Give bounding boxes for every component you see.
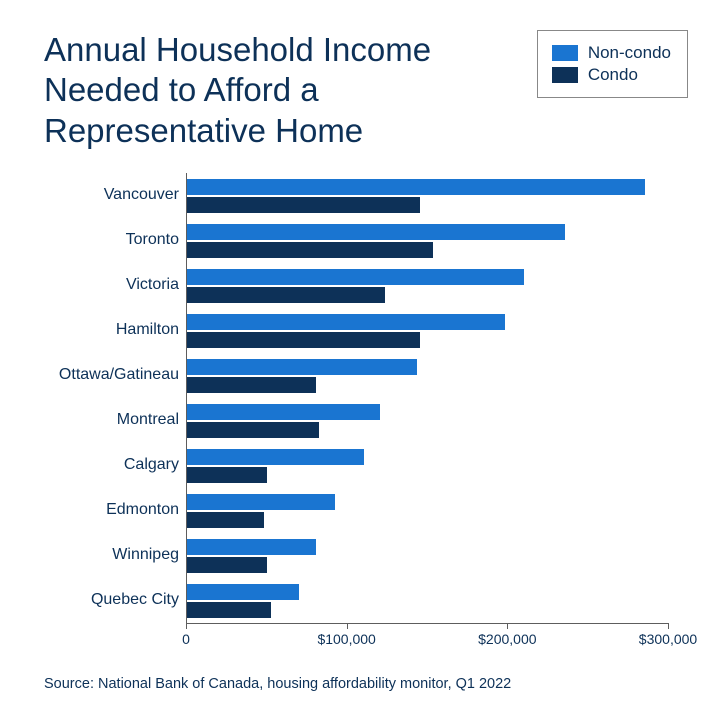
chart-title: Annual Household Income Needed to Afford… bbox=[44, 30, 519, 151]
chart-container: Annual Household Income Needed to Afford… bbox=[0, 0, 720, 720]
bar-condo bbox=[187, 467, 267, 483]
chart-zone: Vancouver Toronto Victoria Hamilton Ottawa/G… bbox=[44, 173, 688, 645]
bar-non-condo bbox=[187, 449, 364, 465]
x-tick bbox=[507, 623, 508, 629]
category-labels: Vancouver Toronto Victoria Hamilton Ottawa/G… bbox=[44, 173, 179, 623]
bar-condo bbox=[187, 242, 433, 258]
header-row: Annual Household Income Needed to Afford… bbox=[44, 30, 688, 151]
bar-non-condo bbox=[187, 359, 417, 375]
legend-item-condo: Condo bbox=[552, 65, 671, 85]
bar-condo bbox=[187, 422, 319, 438]
bar-non-condo bbox=[187, 224, 565, 240]
legend-label: Condo bbox=[588, 65, 638, 85]
category-label: Victoria bbox=[126, 276, 179, 294]
bar-non-condo bbox=[187, 179, 645, 195]
category-label: Calgary bbox=[124, 456, 179, 474]
bars-layer bbox=[187, 173, 668, 623]
bar-non-condo bbox=[187, 584, 299, 600]
bar-non-condo bbox=[187, 404, 380, 420]
category-label: Quebec City bbox=[91, 591, 179, 609]
category-label: Ottawa/Gatineau bbox=[59, 366, 179, 384]
bar-non-condo bbox=[187, 269, 524, 285]
category-label: Montreal bbox=[117, 411, 179, 429]
category-label: Winnipeg bbox=[112, 546, 179, 564]
bar-condo bbox=[187, 197, 420, 213]
legend-box: Non-condo Condo bbox=[537, 30, 688, 98]
source-text: Source: National Bank of Canada, housing… bbox=[44, 676, 511, 692]
x-tick bbox=[186, 623, 187, 629]
legend-item-non-condo: Non-condo bbox=[552, 43, 671, 63]
bar-condo bbox=[187, 377, 316, 393]
x-tick bbox=[347, 623, 348, 629]
category-label: Hamilton bbox=[116, 321, 179, 339]
legend-swatch-condo bbox=[552, 67, 578, 83]
legend-label: Non-condo bbox=[588, 43, 671, 63]
legend-swatch-non-condo bbox=[552, 45, 578, 61]
category-label: Toronto bbox=[126, 231, 179, 249]
x-tick-label: 0 bbox=[182, 631, 190, 647]
bar-condo bbox=[187, 332, 420, 348]
x-tick-label: $200,000 bbox=[478, 631, 536, 647]
x-tick-label: $100,000 bbox=[317, 631, 375, 647]
category-label: Vancouver bbox=[104, 186, 179, 204]
category-label: Edmonton bbox=[106, 501, 179, 519]
bar-condo bbox=[187, 287, 385, 303]
bar-non-condo bbox=[187, 494, 335, 510]
x-tick bbox=[668, 623, 669, 629]
bar-condo bbox=[187, 557, 267, 573]
bar-condo bbox=[187, 602, 271, 618]
x-tick-label: $300,000 bbox=[639, 631, 697, 647]
bar-non-condo bbox=[187, 314, 505, 330]
bar-condo bbox=[187, 512, 264, 528]
bar-non-condo bbox=[187, 539, 316, 555]
